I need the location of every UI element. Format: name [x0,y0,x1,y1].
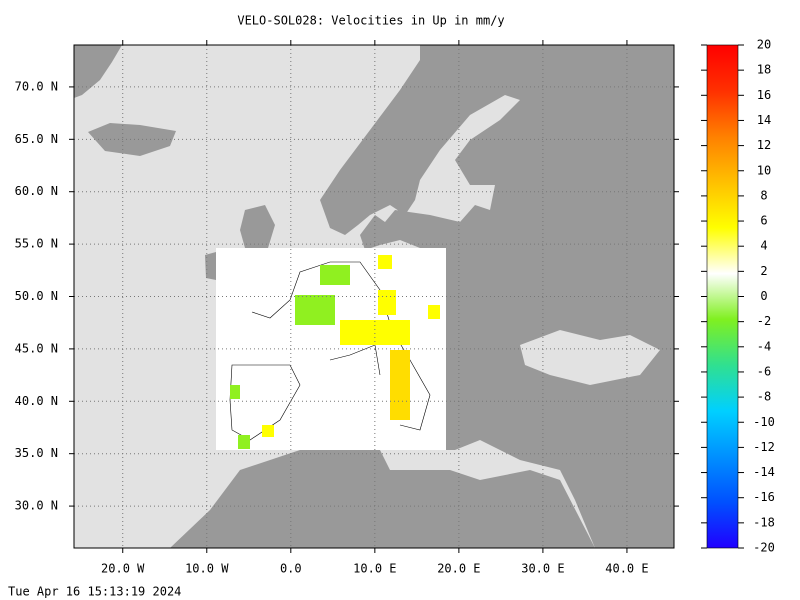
land [205,252,216,280]
colorbar-label: 12 [757,138,771,152]
colorbar-label: -14 [753,465,775,479]
colorbar-label: 14 [757,113,771,127]
x-tick-label: 10.0 E [353,562,396,576]
colorbar-label: 18 [757,63,771,77]
patch [390,350,410,420]
x-tick-label: 10.0 W [185,562,229,576]
colorbar-label: 8 [760,188,767,202]
plot-frame [73,44,675,549]
colorbar-label: 0 [760,289,767,303]
colorbar-label: -16 [753,490,775,504]
patch [295,295,335,325]
colorbar-label: -4 [757,339,771,353]
patch [320,265,350,285]
colorbar-label: 4 [760,239,767,253]
y-tick-label: 65.0 N [15,132,58,146]
velocity-patches [230,255,440,449]
patch [230,385,240,399]
land [240,205,275,248]
colorbar-label: -8 [757,390,771,404]
y-tick-label: 70.0 N [15,79,58,93]
y-tick-label: 60.0 N [15,184,58,198]
land [320,45,674,548]
patch [262,425,274,437]
y-tick-label: 45.0 N [15,341,58,355]
colorbar-label: -20 [753,541,775,555]
chart-title: VELO-SOL028: Velocities in Up in mm/y [237,14,504,28]
land [170,450,595,548]
x-tick-label: 40.0 E [605,562,648,576]
patch [238,435,250,449]
y-tick-label: 35.0 N [15,446,58,460]
patch [428,305,440,319]
x-tick-label: 20.0 E [437,562,480,576]
colorbar-label: -12 [753,440,775,454]
black-sea [520,330,660,385]
x-tick-label: 0.0 [280,562,302,576]
patch [378,290,396,315]
patch [378,255,392,269]
y-tick-label: 30.0 N [15,499,58,513]
colorbar-label: 2 [760,264,767,278]
x-tick-label: 20.0 W [101,562,145,576]
colorbar-label: -2 [757,314,771,328]
y-tick-label: 55.0 N [15,237,58,251]
colorbar-label: 6 [760,214,767,228]
x-tick-label: 30.0 E [521,562,564,576]
colorbar-label: -10 [753,415,775,429]
timestamp: Tue Apr 16 15:13:19 2024 [8,585,181,599]
y-tick-label: 40.0 N [15,394,58,408]
colorbar [706,44,739,549]
patch [340,320,410,345]
land [88,123,176,156]
colorbar-label: 10 [757,163,771,177]
colorbar-label: 16 [757,88,771,102]
axes: 20.0 W 10.0 W 0.0 10.0 E 20.0 E 30.0 E 40.0 E 3… [15,38,775,576]
colorbar-label: -6 [757,364,771,378]
land [74,45,122,98]
colorbar-label: 20 [757,38,771,52]
y-tick-label: 50.0 N [15,289,58,303]
colorbar-label: -18 [753,515,775,529]
